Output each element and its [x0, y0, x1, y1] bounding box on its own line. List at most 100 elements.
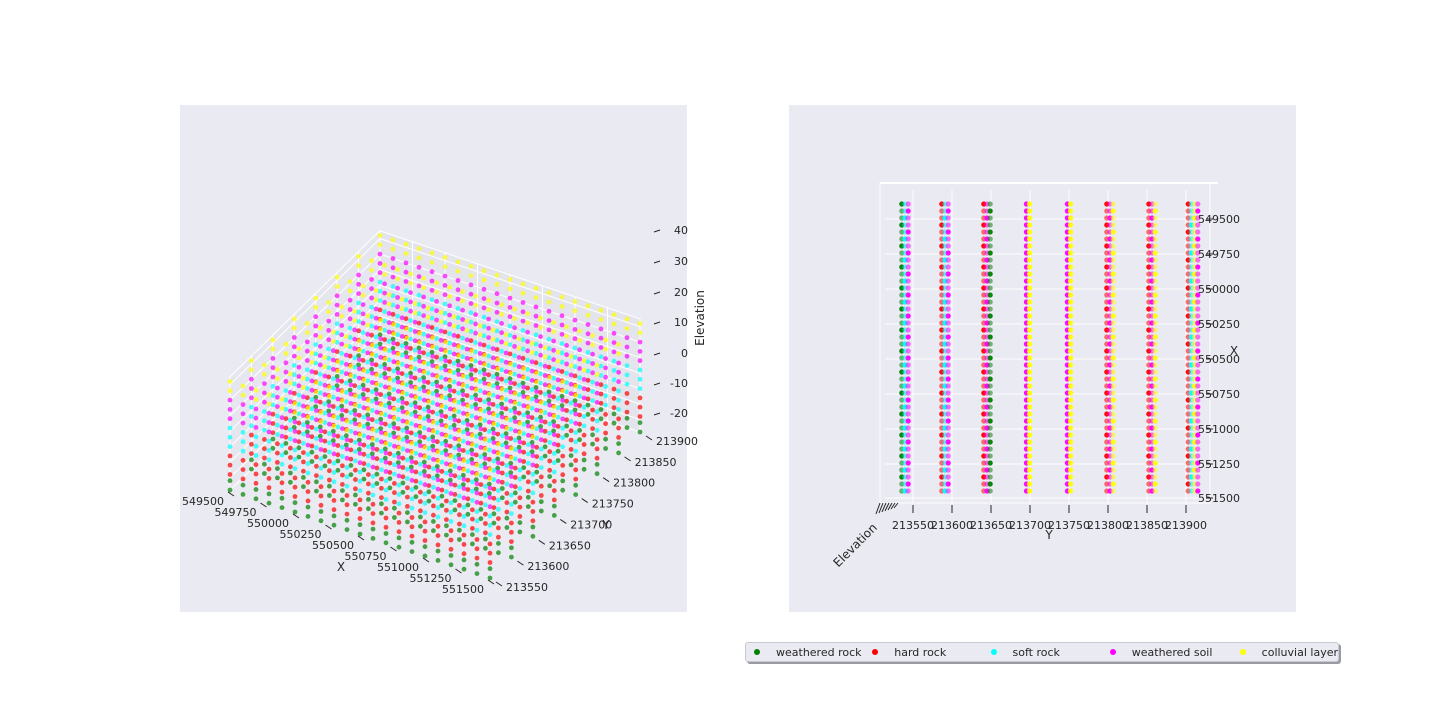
- data-point: [304, 330, 310, 335]
- y-tick-label: 213650: [549, 539, 591, 552]
- data-point: [395, 375, 400, 381]
- data-point: [279, 415, 285, 421]
- data-point: [395, 295, 400, 300]
- data-point: [1195, 390, 1201, 396]
- data-point: [365, 322, 371, 328]
- data-point: [361, 451, 367, 457]
- data-point: [356, 412, 362, 418]
- data-point: [374, 419, 380, 424]
- data-point: [369, 258, 374, 264]
- data-point: [452, 445, 458, 451]
- data-point: [430, 381, 436, 387]
- data-point: [520, 380, 526, 386]
- data-point: [452, 408, 458, 414]
- data-point: [334, 284, 340, 289]
- data-point: [464, 328, 470, 333]
- data-point: [534, 379, 540, 385]
- data-point: [379, 485, 384, 491]
- data-point: [568, 447, 574, 452]
- data-point: [598, 407, 604, 412]
- data-point: [525, 432, 531, 438]
- data-point: [451, 388, 457, 394]
- data-point: [534, 479, 540, 484]
- data-point: [598, 335, 604, 341]
- data-point: [421, 350, 426, 356]
- data-point: [344, 511, 350, 517]
- data-point: [360, 358, 366, 363]
- data-point: [987, 306, 993, 312]
- data-point: [426, 408, 432, 414]
- data-point: [491, 511, 497, 517]
- x-tick-label: 213700: [1009, 519, 1051, 532]
- data-point: [1152, 376, 1158, 382]
- data-point: [598, 363, 604, 369]
- data-point: [517, 486, 523, 491]
- data-point: [525, 488, 531, 494]
- data-point: [352, 417, 358, 423]
- data-point: [585, 303, 591, 309]
- data-point: [468, 319, 474, 325]
- data-point: [416, 354, 422, 360]
- data-point: [598, 400, 604, 406]
- data-point: [413, 404, 419, 410]
- data-point: [360, 311, 366, 317]
- data-point: [559, 341, 565, 346]
- data-point: [555, 448, 561, 454]
- data-point: [366, 416, 371, 422]
- data-point: [590, 361, 595, 366]
- data-point: [365, 369, 371, 374]
- data-point: [301, 422, 306, 428]
- data-point: [1195, 376, 1201, 382]
- data-point: [499, 442, 505, 448]
- data-point: [400, 400, 406, 405]
- data-point: [361, 386, 367, 392]
- data-point: [395, 323, 400, 328]
- data-point: [520, 355, 526, 361]
- data-point: [616, 379, 621, 384]
- data-point: [403, 269, 409, 275]
- data-point: [460, 472, 466, 478]
- data-point: [564, 343, 569, 348]
- data-point: [421, 416, 427, 422]
- data-point: [444, 470, 449, 476]
- data-point: [382, 393, 388, 399]
- data-point: [568, 419, 574, 424]
- data-point: [555, 442, 561, 448]
- data-point: [425, 305, 431, 311]
- data-point: [494, 291, 500, 297]
- data-point: [383, 469, 389, 474]
- data-point: [395, 361, 401, 366]
- data-point: [434, 439, 440, 445]
- data-point: [417, 330, 423, 336]
- data-point: [447, 443, 453, 449]
- data-point: [496, 441, 501, 447]
- data-point: [309, 425, 315, 430]
- data-point: [266, 448, 272, 453]
- data-point: [253, 434, 259, 440]
- data-point: [353, 393, 358, 399]
- data-point: [538, 508, 544, 514]
- data-point: [468, 291, 474, 297]
- data-point: [386, 348, 392, 353]
- data-point: [516, 444, 522, 450]
- data-point: [344, 446, 350, 452]
- data-point: [611, 349, 617, 355]
- data-point: [331, 442, 337, 447]
- data-point: [517, 476, 523, 482]
- data-point: [945, 250, 951, 256]
- data-point: [468, 301, 474, 306]
- data-point: [447, 331, 452, 337]
- data-point: [530, 453, 536, 459]
- data-point: [611, 411, 617, 417]
- data-point: [525, 460, 531, 466]
- data-point: [1110, 439, 1116, 445]
- data-point: [945, 348, 951, 354]
- data-point: [534, 444, 540, 450]
- y-axis-label: Y: [601, 518, 610, 532]
- data-point: [547, 483, 553, 489]
- data-point: [1195, 327, 1201, 333]
- data-point: [945, 334, 951, 340]
- data-point: [487, 560, 493, 565]
- data-point: [283, 388, 289, 394]
- data-point: [288, 380, 293, 386]
